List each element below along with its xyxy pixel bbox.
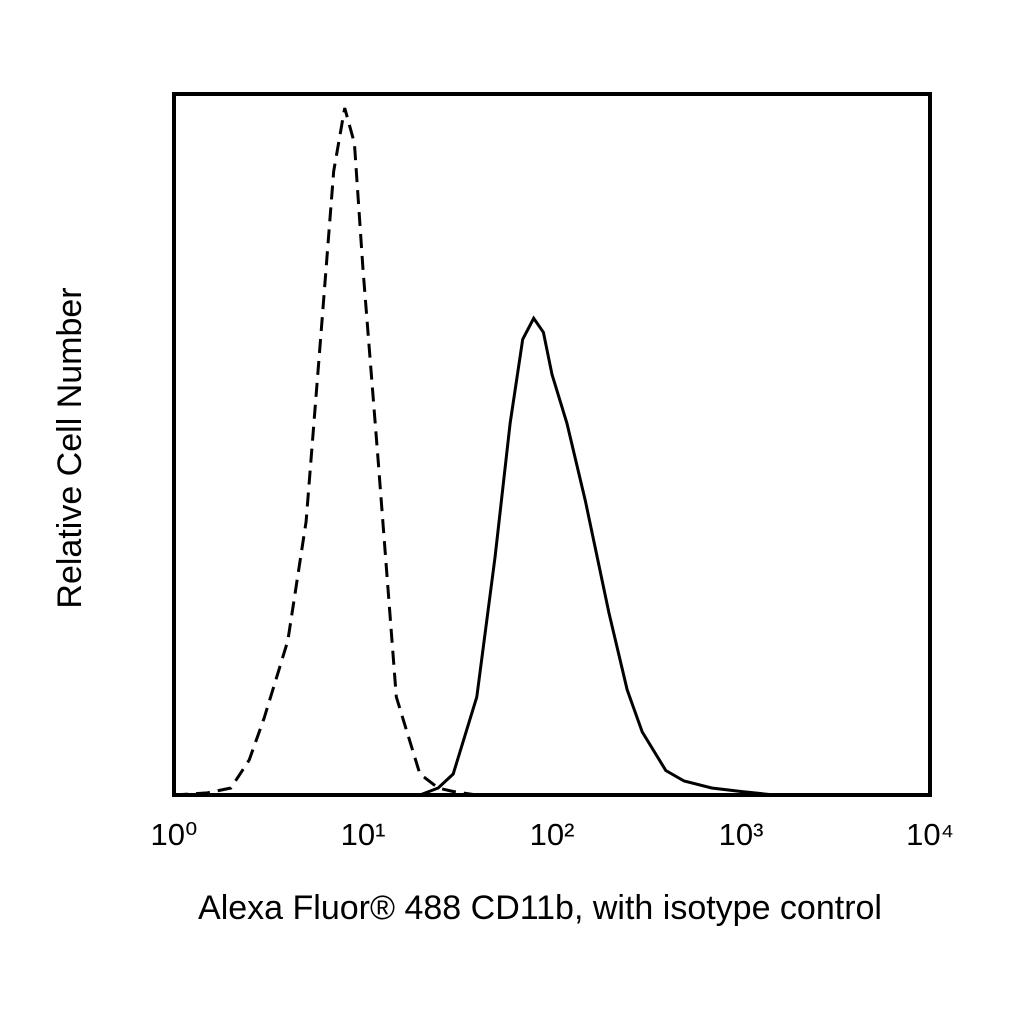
x-tick-label: 10¹ (341, 817, 386, 852)
x-tick-label: 10² (530, 817, 575, 852)
x-axis-label: Alexa Fluor® 488 CD11b, with isotype con… (198, 889, 882, 927)
plot-frame (172, 92, 932, 797)
x-tick-label: 10³ (719, 817, 764, 852)
x-tick-label: 10⁰ (151, 817, 198, 852)
histogram-line (174, 315, 798, 797)
y-axis-label: Relative Cell Number (51, 287, 89, 608)
x-tick-label: 10⁴ (906, 817, 954, 852)
histogram-line (173, 107, 798, 797)
